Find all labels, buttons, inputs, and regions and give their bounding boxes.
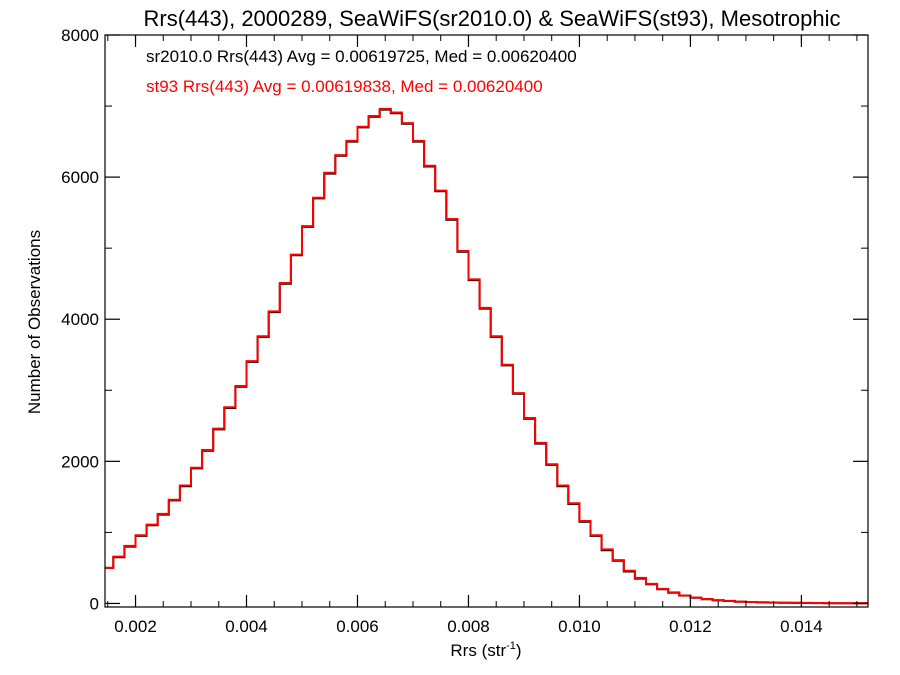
x-axis-label-superscript: -1 <box>506 640 516 652</box>
y-axis: 0 2000 4000 6000 8000 <box>61 26 868 613</box>
x-tick-label: 0.012 <box>669 617 712 636</box>
y-tick-label: 4000 <box>61 310 99 329</box>
x-tick-label: 0.006 <box>336 617 379 636</box>
series-line-st93 <box>105 107 868 605</box>
series-layer <box>105 107 868 605</box>
x-axis-label: Rrs (str-1) <box>450 640 521 660</box>
x-tick-label: 0.010 <box>558 617 601 636</box>
x-axis: 0.002 0.004 0.006 0.008 0.010 0.012 0.014 <box>107 35 858 636</box>
y-axis-label: Number of Observations <box>25 230 44 414</box>
y-tick-label: 0 <box>90 594 99 613</box>
y-tick-label: 2000 <box>61 452 99 471</box>
annotation-sr2010-stats: sr2010.0 Rrs(443) Avg = 0.00619725, Med … <box>146 47 577 66</box>
x-tick-label: 0.002 <box>114 617 157 636</box>
plot-frame <box>104 34 869 608</box>
x-tick-label: 0.014 <box>780 617 823 636</box>
annotation-st93-stats: st93 Rrs(443) Avg = 0.00619838, Med = 0.… <box>146 77 543 96</box>
x-tick-label: 0.008 <box>447 617 490 636</box>
x-axis-label-main: Rrs (str <box>450 641 506 660</box>
plot-area: 0.002 0.004 0.006 0.008 0.010 0.012 0.014 0 200… <box>61 26 869 636</box>
y-tick-label: 8000 <box>61 26 99 45</box>
x-tick-label: 0.004 <box>225 617 268 636</box>
x-axis-label-close: ) <box>516 641 522 660</box>
chart-title: Rrs(443), 2000289, SeaWiFS(sr2010.0) & S… <box>144 6 841 31</box>
y-tick-label: 6000 <box>61 168 99 187</box>
